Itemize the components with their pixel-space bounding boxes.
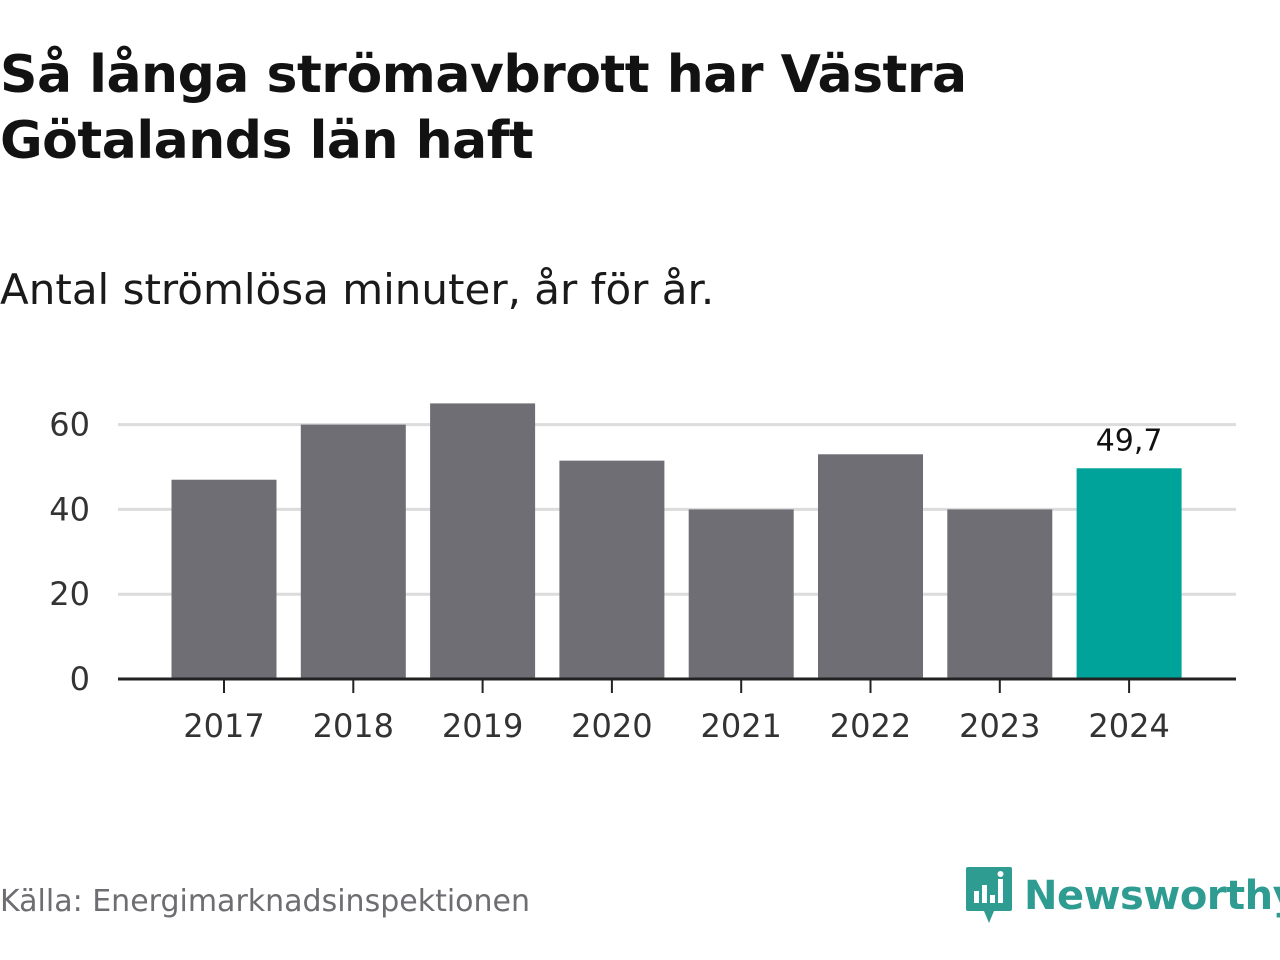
- brand-name: Newsworthy: [1024, 873, 1280, 919]
- bar-chart: 0 20 40 60 2017 2018 2019 2020 2021 2022 2023 2024…: [49, 403, 1236, 745]
- data-labels: 49,7: [1096, 423, 1163, 458]
- bar-2019: [430, 403, 536, 679]
- chart-title: Så långa strömavbrott har Västra Götalan…: [0, 45, 967, 171]
- bar-2018: [300, 424, 406, 679]
- newsworthy-logo-icon: [966, 867, 1012, 923]
- chart-subtitle: Antal strömlösa minuter, år för år.: [0, 265, 715, 314]
- x-tick-label: 2022: [830, 707, 911, 745]
- y-tick-label: 40: [49, 490, 90, 528]
- bar-2017: [171, 479, 277, 679]
- x-tick-label: 2019: [442, 707, 523, 745]
- bar-2021: [688, 509, 794, 679]
- bars: [171, 403, 1182, 679]
- x-tick-label: 2024: [1088, 707, 1169, 745]
- bar-2022: [818, 454, 923, 679]
- x-tick-label: 2021: [700, 707, 781, 745]
- bar-2024: [1076, 468, 1182, 679]
- bar-2020: [559, 460, 665, 679]
- x-tick-label: 2017: [183, 707, 264, 745]
- y-tick-label: 0: [70, 660, 90, 698]
- x-axis-ticks: 2017 2018 2019 2020 2021 2022 2023 2024: [183, 679, 1170, 745]
- x-tick-label: 2018: [313, 707, 394, 745]
- gridlines: [118, 423, 1236, 596]
- y-tick-label: 20: [49, 575, 90, 613]
- source-note: Källa: Energimarknadsinspektionen: [0, 884, 531, 919]
- x-tick-label: 2020: [571, 707, 652, 745]
- bar-2023: [947, 509, 1053, 679]
- x-tick-label: 2023: [959, 707, 1040, 745]
- y-axis-ticks: 0 20 40 60: [49, 406, 90, 698]
- data-label: 49,7: [1096, 423, 1163, 458]
- y-tick-label: 60: [49, 406, 90, 444]
- brand-logo: Newsworthy: [964, 864, 1280, 928]
